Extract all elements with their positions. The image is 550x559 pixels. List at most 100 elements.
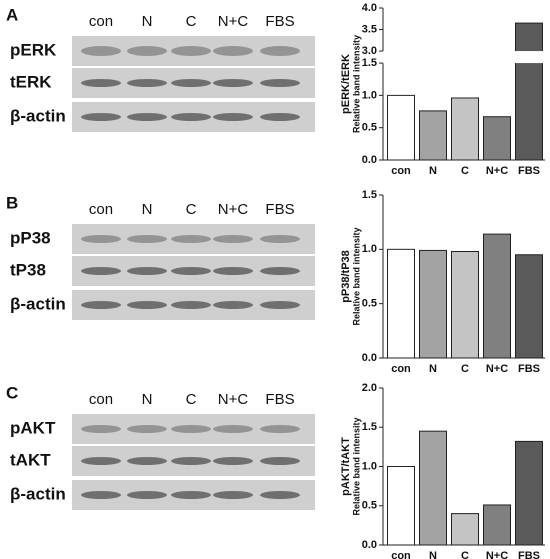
band (171, 267, 211, 275)
bar (387, 248, 415, 359)
y-axis-label: pP38/tP38 (340, 250, 352, 303)
bar (419, 430, 447, 546)
y-tick-label: 1.5 (362, 421, 377, 433)
x-tick-label: N (429, 550, 437, 559)
band (171, 113, 211, 121)
band (260, 235, 300, 243)
band (260, 425, 300, 433)
bar (515, 254, 543, 359)
band (81, 46, 121, 56)
bar (451, 97, 479, 161)
y-axis-sublabel: Relative band intensity (351, 417, 361, 515)
band (213, 79, 253, 87)
band (81, 491, 121, 499)
bar (419, 110, 447, 161)
y-tick-label: 4.0 (362, 2, 377, 14)
lane-label: N (142, 13, 153, 30)
band (127, 491, 167, 499)
bar (515, 440, 543, 546)
row-label: tERK (10, 72, 52, 91)
y-tick-label: 0.0 (362, 154, 377, 166)
x-tick-label: con (391, 550, 411, 559)
lane-label: FBS (265, 13, 294, 30)
band (171, 301, 211, 309)
band (260, 491, 300, 499)
x-tick-label: N+C (486, 550, 508, 559)
band (260, 79, 300, 87)
y-axis-label: pAKT/tAKT (340, 437, 352, 496)
y-tick-label: 1.0 (362, 89, 377, 101)
y-tick-label: 0.5 (362, 122, 377, 134)
bar (483, 504, 511, 546)
band (127, 113, 167, 121)
y-tick-label: 1.5 (362, 189, 377, 201)
y-tick-label: 0.0 (362, 352, 377, 364)
lane-label: con (89, 13, 113, 30)
band (213, 235, 253, 243)
panel-label: C (6, 383, 18, 402)
band (127, 79, 167, 87)
x-tick-label: N (429, 165, 437, 177)
band (260, 267, 300, 275)
lane-label: FBS (265, 391, 294, 408)
band (81, 113, 121, 121)
x-tick-label: FBS (518, 165, 540, 177)
band (127, 267, 167, 275)
band (213, 267, 253, 275)
row-label: tAKT (10, 450, 51, 469)
band (127, 46, 167, 56)
bar (451, 513, 479, 546)
y-axis-sublabel: Relative band intensity (351, 227, 361, 325)
lane-label: N (142, 391, 153, 408)
row-label: pP38 (10, 228, 51, 247)
panel-label: B (6, 193, 18, 212)
bar (387, 466, 415, 546)
row-label: pAKT (10, 418, 56, 437)
y-tick-label: 3.0 (362, 45, 377, 57)
band (171, 425, 211, 433)
band (127, 235, 167, 243)
x-tick-label: N+C (486, 165, 508, 177)
x-tick-label: FBS (518, 363, 540, 375)
bar (419, 249, 447, 359)
row-label: tP38 (10, 260, 46, 279)
band (260, 46, 300, 56)
band (213, 301, 253, 309)
band (260, 301, 300, 309)
x-tick-label: N (429, 363, 437, 375)
y-axis-sublabel: Relative band intensity (351, 35, 361, 133)
band (81, 457, 121, 465)
lane-label: con (89, 201, 113, 218)
band (81, 301, 121, 309)
y-tick-label: 2.0 (362, 382, 377, 394)
row-label: β-actin (10, 106, 66, 125)
bar (387, 94, 415, 161)
row-label: β-actin (10, 484, 66, 503)
x-tick-label: con (391, 165, 411, 177)
band (171, 491, 211, 499)
band (213, 425, 253, 433)
row-label: β-actin (10, 294, 66, 313)
lane-label: N (142, 201, 153, 218)
lane-label: C (186, 201, 197, 218)
band (81, 425, 121, 433)
y-tick-label: 1.5 (362, 57, 377, 69)
lane-label: con (89, 391, 113, 408)
band (213, 457, 253, 465)
band (213, 113, 253, 121)
lane-label: FBS (265, 201, 294, 218)
y-tick-label: 1.0 (362, 243, 377, 255)
x-tick-label: con (391, 363, 411, 375)
y-tick-label: 3.5 (362, 23, 377, 35)
panel-label: A (6, 5, 18, 24)
bar (483, 116, 511, 161)
bar (483, 233, 511, 359)
band (127, 425, 167, 433)
x-tick-label: C (461, 550, 469, 559)
band (260, 457, 300, 465)
y-tick-label: 1.0 (362, 460, 377, 472)
lane-label: C (186, 13, 197, 30)
band (127, 301, 167, 309)
band (127, 457, 167, 465)
